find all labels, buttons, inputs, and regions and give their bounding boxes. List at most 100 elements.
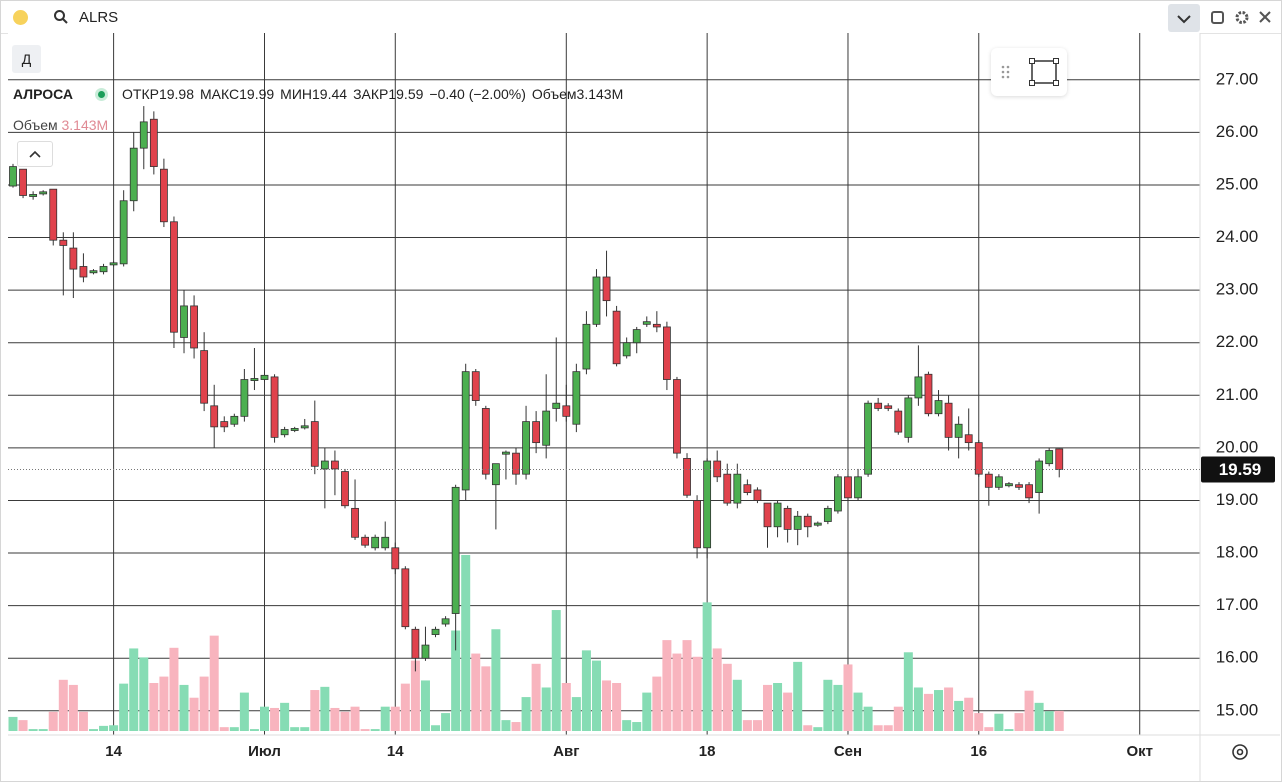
dropdown-button[interactable] (1168, 4, 1200, 32)
volume-bar (612, 683, 622, 731)
volume-bar (974, 713, 984, 731)
y-tick-label: 16.00 (1216, 648, 1259, 667)
window-controls[interactable] (1209, 9, 1277, 27)
volume-bar (954, 700, 964, 731)
candle-body (502, 451, 510, 455)
volume-bar (431, 725, 441, 731)
live-dot (95, 87, 109, 101)
plot-area (8, 33, 1200, 735)
high-value: 19.99 (239, 86, 275, 102)
y-tick-label: 25.00 (1216, 174, 1259, 193)
volume-bar (491, 629, 501, 731)
x-tick-label: Окт (1126, 743, 1153, 760)
candle-body (964, 434, 973, 444)
volume-bar (984, 727, 994, 731)
y-tick-label: 22.00 (1216, 332, 1259, 351)
candle-body (300, 425, 309, 429)
search-text[interactable]: ALRS (79, 9, 119, 26)
candle-body (401, 568, 410, 628)
select-tool[interactable] (1029, 58, 1059, 86)
volume-bar (501, 720, 511, 731)
volume-bar (702, 602, 712, 731)
volume-bar (934, 690, 944, 731)
candle-body (69, 247, 78, 270)
candle-body (602, 276, 611, 302)
candle-body (341, 471, 349, 507)
candle-body (874, 402, 883, 409)
volume-bar (803, 725, 813, 731)
candle-body (260, 374, 269, 380)
candle-body (773, 502, 782, 528)
volume-label: Объем (13, 117, 58, 133)
candle-body (542, 410, 551, 446)
volume-bar (129, 648, 139, 731)
volume-bar (38, 729, 48, 731)
candle-body (89, 270, 98, 274)
drawing-toolbar (991, 48, 1067, 96)
volume-bar (78, 711, 88, 731)
status-dot (13, 10, 28, 25)
candle-body (844, 476, 852, 499)
candle-body (703, 460, 712, 549)
volume-bar (300, 727, 310, 731)
candle-body (79, 266, 88, 278)
candle-body (592, 276, 601, 325)
volume-bar (672, 653, 682, 731)
volume-bar (923, 693, 933, 731)
y-tick-label: 20.00 (1216, 437, 1259, 456)
volume-bar (823, 679, 833, 731)
volume-bar (913, 687, 923, 731)
candle-body (1015, 484, 1023, 488)
open-value: 19.98 (158, 86, 195, 102)
candle-body (834, 476, 842, 512)
candle-body (783, 507, 792, 530)
volume-bar (783, 692, 793, 731)
volume-bar (994, 713, 1004, 731)
collapse-button[interactable] (17, 141, 53, 167)
volume-bar (1014, 713, 1024, 731)
candle-body (914, 376, 923, 399)
volume-bar (873, 725, 883, 731)
volume-bar (239, 692, 249, 731)
volume-bar (662, 640, 672, 731)
volume-bar (28, 729, 38, 731)
y-tick-label: 23.00 (1216, 280, 1259, 299)
candle-body (139, 121, 148, 149)
candle-body (713, 460, 722, 478)
volume-bar (209, 635, 219, 731)
candle-body (552, 402, 561, 409)
candle-body (149, 118, 158, 167)
candle-body (904, 397, 913, 438)
settings-icon[interactable] (1230, 742, 1250, 762)
volume-value: 3.143M (576, 86, 624, 102)
last-price-box (1201, 456, 1275, 483)
candle-body (391, 547, 400, 570)
interval-button[interactable]: Д (12, 45, 41, 73)
drag-handle[interactable] (1001, 65, 1010, 79)
close-value: 19.59 (388, 86, 424, 102)
candle-body (109, 262, 118, 266)
volume-bar (682, 640, 692, 731)
volume-bar (441, 713, 451, 731)
volume-value: 3.143M (61, 117, 109, 133)
high-label: МАКС (200, 86, 240, 102)
volume-bar (390, 706, 400, 731)
volume-bar (722, 663, 732, 731)
x-tick-label: 16 (970, 743, 987, 760)
candle-body (491, 463, 500, 486)
volume-bar (270, 707, 280, 731)
candle-body (320, 460, 329, 470)
candle-body (974, 442, 983, 475)
change-value: −0.40 (−2.00%) (429, 86, 526, 102)
volume-bar (310, 690, 320, 731)
candle-body (984, 473, 993, 488)
volume-bar (652, 676, 662, 731)
volume-bar (420, 680, 430, 731)
candle-body (481, 408, 490, 475)
candle-body (663, 326, 671, 380)
candle-body (854, 476, 862, 499)
y-tick-label: 17.00 (1216, 595, 1259, 614)
search-icon[interactable] (53, 9, 69, 25)
volume-bar (742, 720, 752, 731)
volume-bar (813, 727, 823, 731)
